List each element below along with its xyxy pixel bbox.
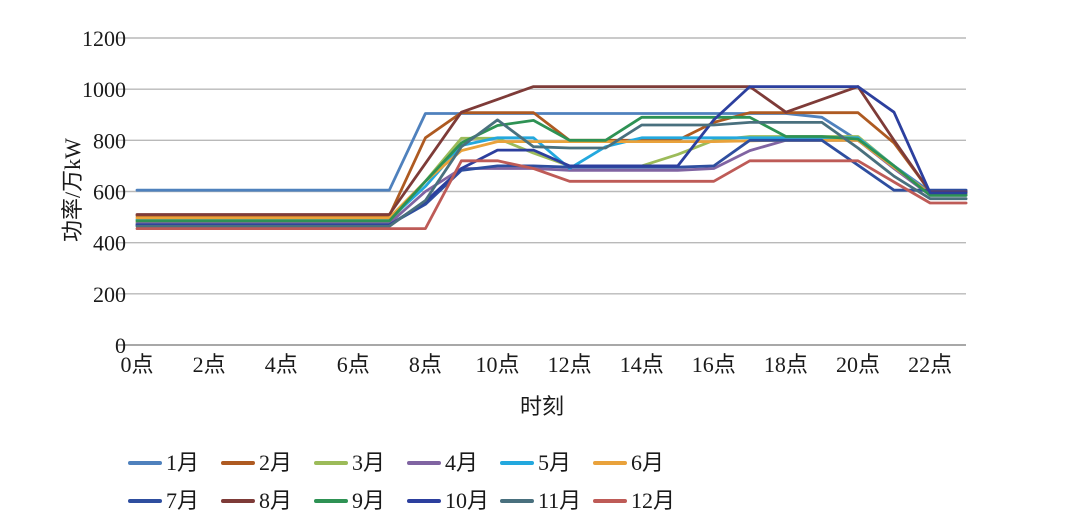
series-line-12月	[135, 159, 968, 231]
y-tick-label: 400	[93, 231, 126, 256]
legend-label: 6月	[631, 450, 665, 475]
x-tick-label: 2点	[193, 352, 226, 377]
legend-swatch-4月	[407, 461, 441, 465]
legend-label: 1月	[166, 450, 200, 475]
legend-swatch-12月	[593, 499, 627, 503]
x-tick-label: 4点	[265, 352, 298, 377]
y-tick-label: 1000	[82, 77, 126, 102]
legend-row-1: 1月 2月 3月 4月 5月 6月	[128, 444, 1068, 482]
legend-swatch-9月	[314, 499, 348, 503]
x-tick-label: 6点	[337, 352, 370, 377]
x-tick-label: 10点	[475, 352, 519, 377]
legend-item-10月: 10月	[407, 490, 500, 512]
legend-item-11月: 11月	[500, 490, 593, 512]
y-tick-label: 200	[93, 282, 126, 307]
y-tick-label: 800	[93, 128, 126, 153]
series-line-5月	[135, 136, 968, 222]
series-line-11月	[135, 118, 968, 228]
legend-item-8月: 8月	[221, 490, 314, 512]
legend-label: 12月	[631, 488, 676, 513]
x-tick-label: 16点	[692, 352, 736, 377]
series-line-9月	[135, 115, 968, 223]
y-tick-label: 0	[115, 333, 126, 358]
x-tick-label: 22点	[908, 352, 952, 377]
series-line-6月	[135, 138, 968, 220]
legend-swatch-5月	[500, 461, 534, 465]
series-line-3月	[135, 135, 968, 224]
legend-item-4月: 4月	[407, 452, 500, 474]
legend-swatch-1月	[128, 461, 162, 465]
y-tick-label: 1200	[82, 26, 126, 51]
legend-label: 2月	[259, 450, 293, 475]
legend-swatch-6月	[593, 461, 627, 465]
legend-item-5月: 5月	[500, 452, 593, 474]
series-line-10月	[135, 85, 968, 227]
legend-label: 10月	[445, 488, 490, 513]
legend-label: 3月	[352, 450, 386, 475]
x-tick-label: 18点	[764, 352, 808, 377]
y-tick-label: 600	[93, 180, 126, 205]
x-tick-label: 8点	[409, 352, 442, 377]
chart-legend: 1月 2月 3月 4月 5月 6月 7月 8月 9月 10月 11月 12月	[128, 444, 1068, 520]
legend-label: 4月	[445, 450, 479, 475]
legend-row-2: 7月 8月 9月 10月 11月 12月	[128, 482, 1068, 520]
legend-swatch-3月	[314, 461, 348, 465]
legend-item-3月: 3月	[314, 452, 407, 474]
x-tick-label: 14点	[620, 352, 664, 377]
series-line-2月	[135, 111, 968, 218]
legend-swatch-7月	[128, 499, 162, 503]
legend-label: 5月	[538, 450, 572, 475]
legend-item-1月: 1月	[128, 452, 221, 474]
legend-item-7月: 7月	[128, 490, 221, 512]
legend-item-6月: 6月	[593, 452, 686, 474]
legend-swatch-8月	[221, 499, 255, 503]
x-tick-label: 0点	[120, 352, 153, 377]
legend-label: 9月	[352, 488, 386, 513]
legend-swatch-2月	[221, 461, 255, 465]
series-line-8月	[135, 85, 968, 216]
legend-label: 7月	[166, 488, 200, 513]
legend-swatch-10月	[407, 499, 441, 503]
x-axis-title: 时刻	[520, 394, 564, 419]
legend-swatch-11月	[500, 499, 534, 503]
line-chart-plot-area: 0 200 400 600 800 1000 1200 0点 2点 4点 6点 8点 10点 12点 14点…	[60, 26, 968, 419]
y-axis-title: 功率/万kW	[60, 138, 85, 242]
legend-label: 8月	[259, 488, 293, 513]
legend-label: 11月	[538, 488, 582, 513]
series-line-1月	[135, 112, 968, 193]
legend-item-12月: 12月	[593, 490, 686, 512]
legend-item-2月: 2月	[221, 452, 314, 474]
x-tick-label: 20点	[836, 352, 880, 377]
x-tick-label: 12点	[548, 352, 592, 377]
legend-item-9月: 9月	[314, 490, 407, 512]
